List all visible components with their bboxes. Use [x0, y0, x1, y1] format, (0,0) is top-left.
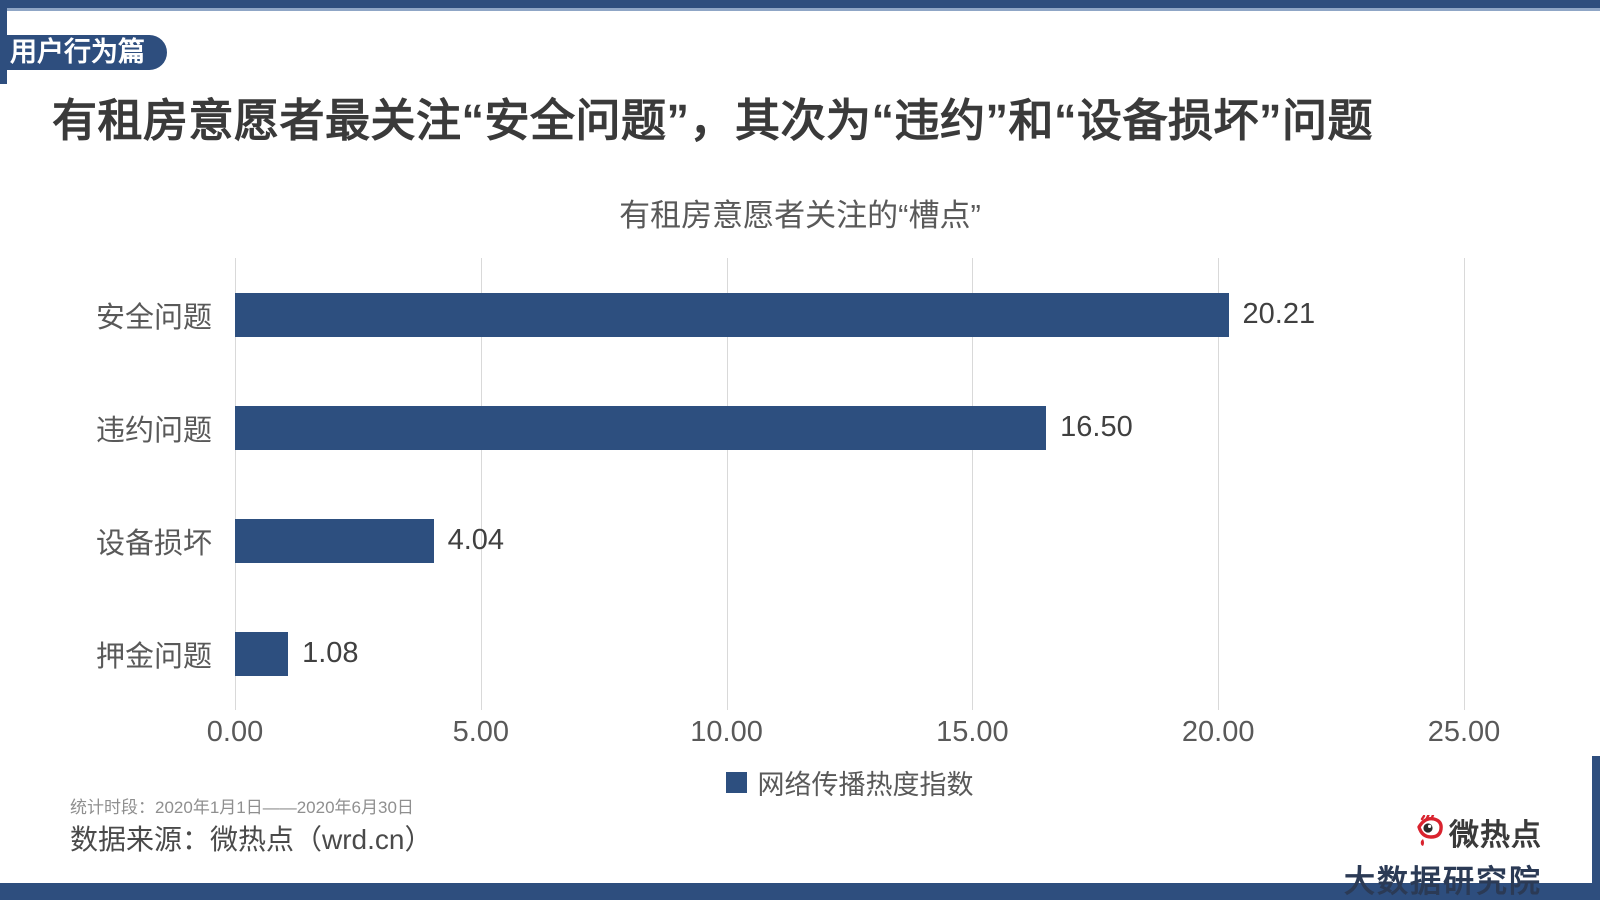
bar-value-label: 20.21: [1242, 298, 1316, 330]
right-accent-strip: [1592, 756, 1600, 900]
stat-period: 统计时段：2020年1月1日——2020年6月30日: [70, 798, 414, 817]
x-tick-label: 5.00: [452, 716, 510, 748]
category-label: 押金问题: [95, 640, 212, 673]
gridline: [726, 258, 728, 710]
brand-logo-line1: 微热点: [1344, 810, 1542, 854]
brand-name: 微热点: [1449, 819, 1542, 852]
top-accent-bar: [0, 0, 1600, 8]
x-axis: 0.00 5.00 10.00 15.00 20.00 25.00: [207, 716, 1501, 752]
bar-value-label: 4.04: [447, 524, 505, 556]
brand-subtitle: 大数据研究院: [1344, 864, 1542, 899]
bar: [235, 292, 1229, 337]
bar: [235, 405, 1047, 450]
legend-label: 网络传播热度指数: [757, 770, 974, 800]
gridline: [1464, 258, 1465, 710]
x-tick-label: 25.00: [1427, 716, 1501, 748]
bar: [235, 631, 289, 676]
section-badge: 用户行为篇: [0, 35, 167, 70]
category-label: 设备损坏: [95, 527, 212, 560]
gridline: [235, 258, 236, 710]
category-label: 违约问题: [95, 414, 212, 447]
weibo-eye-icon: [1415, 815, 1445, 849]
legend: 网络传播热度指数: [235, 763, 1464, 802]
category-axis: 安全问题违约问题设备损坏押金问题: [40, 258, 212, 710]
legend-swatch: [725, 772, 747, 793]
x-tick-label: 15.00: [936, 716, 1009, 748]
top-accent-bar-light: [0, 8, 1600, 11]
data-source: 数据来源：微热点（wrd.cn）: [70, 824, 433, 855]
plot-area: 20.21 16.50 4.04 1.08: [235, 258, 1465, 710]
x-tick-label: 10.00: [690, 716, 763, 748]
chart-title: 有租房意愿者关注的“槽点”: [619, 198, 981, 233]
bar: [235, 518, 434, 563]
bottom-accent-bar: [0, 883, 1600, 900]
gridline: [972, 258, 974, 710]
brand-logo: 微热点 大数据研究院: [1344, 810, 1542, 900]
category-label: 安全问题: [95, 301, 212, 334]
page-title: 有租房意愿者最关注“安全问题”，其次为“违约”和“设备损坏”问题: [52, 95, 1374, 146]
gridline: [480, 258, 482, 710]
bar-value-label: 16.50: [1060, 411, 1133, 443]
x-tick-label: 20.00: [1181, 716, 1255, 748]
gridline: [1218, 258, 1220, 710]
x-tick-label: 0.00: [206, 716, 264, 748]
bar-value-label: 1.08: [302, 637, 359, 669]
